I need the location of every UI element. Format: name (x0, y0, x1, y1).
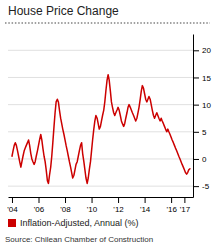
x-tick: '16 (166, 197, 177, 214)
y-tick-label: 10 (202, 101, 211, 110)
y-tick: 20 (193, 46, 211, 55)
grid-line (8, 186, 193, 187)
y-tick-mark (193, 186, 199, 187)
x-tick: '14 (140, 197, 151, 214)
y-tick: 10 (193, 101, 211, 110)
x-tick: '08 (60, 197, 71, 214)
y-tick-mark (193, 159, 199, 160)
x-tick-label: '10 (87, 205, 98, 214)
legend-label: Inflation-Adjusted, Annual (%) (20, 218, 139, 228)
x-tick-mark (12, 197, 13, 203)
x-tick-mark (118, 197, 119, 203)
y-tick-mark (193, 77, 199, 78)
y-tick: -5 (193, 182, 210, 191)
x-tick: '17 (180, 197, 191, 214)
y-tick-label: 15 (202, 74, 211, 83)
line (12, 75, 190, 184)
y-tick-label: 20 (202, 46, 211, 55)
x-tick-label: '14 (140, 205, 151, 214)
x-tick-label: '08 (60, 205, 71, 214)
y-tick-mark (193, 50, 199, 51)
x-tick-label: '04 (7, 205, 18, 214)
x-axis-line (9, 197, 194, 198)
x-tick-label: '06 (34, 205, 45, 214)
x-tick-mark (92, 197, 93, 203)
grid-line (8, 50, 193, 51)
legend-swatch (8, 219, 16, 227)
x-tick: '10 (87, 197, 98, 214)
chart: House Price Change '04 '06 '08 '10 '12 '14 '16'… (0, 0, 215, 247)
grid-line (8, 131, 193, 132)
marks (12, 75, 190, 184)
legend-item: Inflation-Adjusted, Annual (%) (8, 218, 139, 228)
title: House Price Change (8, 4, 119, 18)
y-tick-mark (193, 132, 199, 133)
x-tick-label: '17 (180, 205, 191, 214)
y-tick: 15 (193, 74, 211, 83)
y-tick-label: 5 (202, 128, 207, 137)
x-tick-mark (39, 197, 40, 203)
x-tick-mark (184, 197, 185, 203)
x-tick-mark (145, 197, 146, 203)
x-tick-mark (65, 197, 66, 203)
y-tick-mark (193, 105, 199, 106)
y-tick-label: -5 (202, 182, 210, 191)
x-tick-label: '12 (113, 205, 124, 214)
x-tick-mark (171, 197, 172, 203)
y-tick-label: 0 (202, 155, 207, 164)
legend: Inflation-Adjusted, Annual (%) (8, 218, 139, 228)
x-axis: '04 '06 '08 '10 '12 '14 '16'17 (7, 197, 193, 214)
x-tick: '12 (113, 197, 124, 214)
grid-line (8, 77, 193, 78)
y-tick: 5 (193, 128, 207, 137)
plot: '04 '06 '08 '10 '12 '14 '16'17 -5 0 5 10 15 20 (7, 35, 211, 214)
y-tick: 0 (193, 155, 207, 164)
grid-line (8, 104, 193, 105)
x-tick: '06 (34, 197, 45, 214)
x-tick-label: '16 (166, 205, 177, 214)
y-axis: -5 0 5 10 15 20 (193, 35, 211, 198)
title-separator (5, 22, 210, 23)
x-tick: '04 (7, 197, 18, 214)
grid (8, 50, 193, 186)
source: Source: Chilean Chamber of Construction (5, 235, 153, 244)
y-axis-line (193, 35, 194, 198)
